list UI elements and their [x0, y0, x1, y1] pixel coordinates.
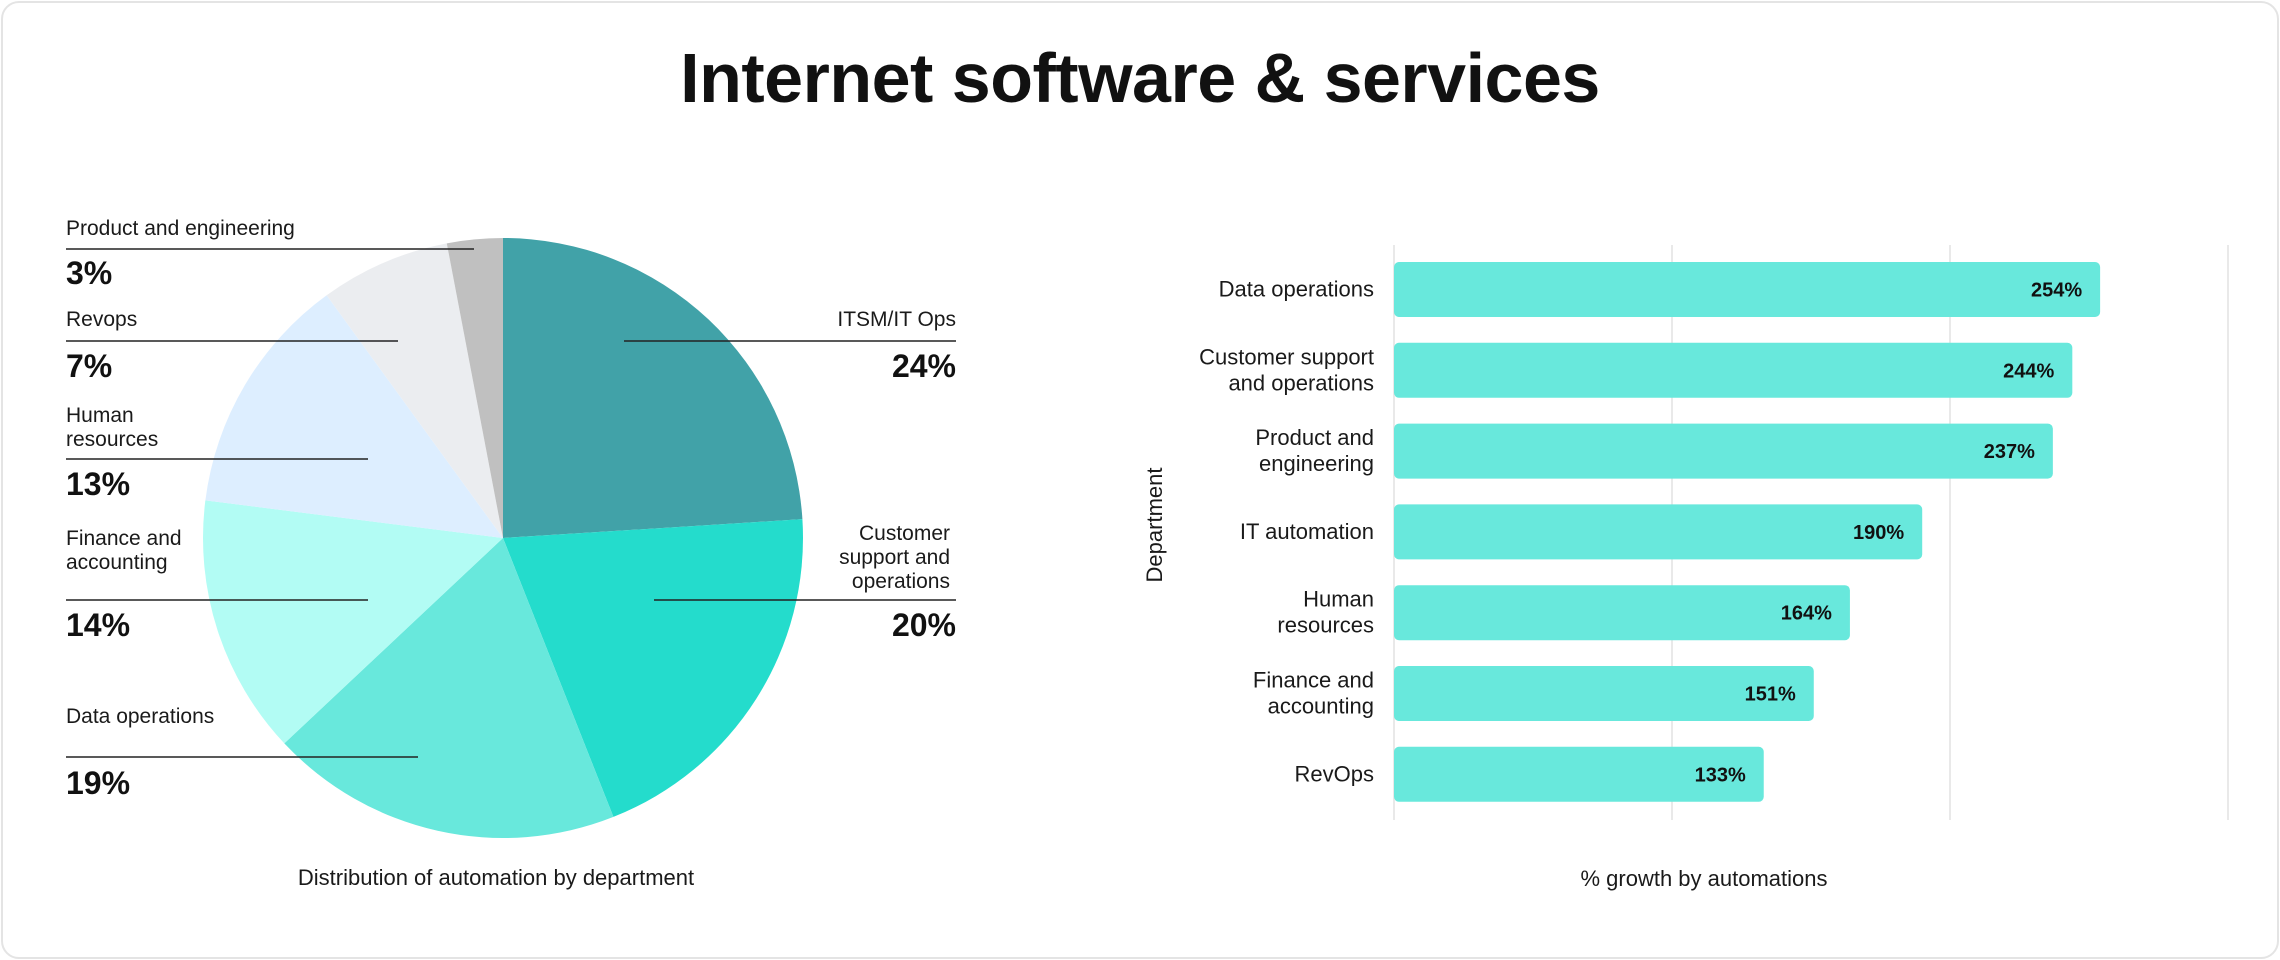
- pie-pct-data-operations: 19%: [66, 765, 130, 801]
- pie-pct-finance-and-accounting: 14%: [66, 607, 130, 643]
- pie-label-finance-and-accounting: Finance and accounting: [66, 527, 182, 574]
- pie-pct-customer-support-and-operations: 20%: [892, 607, 956, 643]
- pie-slice-itsm-it-ops: [503, 238, 803, 538]
- pie-pct-itsm-it-ops: 24%: [892, 348, 956, 384]
- pie-slice-human-resources: [205, 295, 503, 538]
- pie-slice-data-operations: [284, 538, 614, 838]
- pie-label-product-and-engineering: Product and engineering: [66, 217, 295, 240]
- pie-label-itsm-it-ops: ITSM/IT Ops: [837, 308, 956, 331]
- pie-label-customer-support-and-operations: Customer support and operations: [839, 522, 950, 593]
- pie-caption: Distribution of automation by department: [298, 865, 694, 890]
- pie-chart: ITSM/IT Ops 24% Customer support and operati…: [66, 217, 956, 890]
- pie-label-data-operations: Data operations: [66, 705, 214, 728]
- pie-pct-product-and-engineering: 3%: [66, 255, 112, 291]
- pie-label-revops: Revops: [66, 308, 137, 331]
- pie-slice-customer-support-and-operations: [503, 519, 803, 817]
- pie-pct-human-resources: 13%: [66, 466, 130, 502]
- pie-pct-revops: 7%: [66, 348, 112, 384]
- pie-slice-finance-and-accounting: [203, 500, 503, 744]
- pie-slice-product-and-engineering: [446, 238, 503, 538]
- chart-title: Internet software & services: [680, 39, 1600, 117]
- pie-label-human-resources: Human resources: [66, 404, 158, 451]
- pie-slice-revops: [326, 243, 503, 538]
